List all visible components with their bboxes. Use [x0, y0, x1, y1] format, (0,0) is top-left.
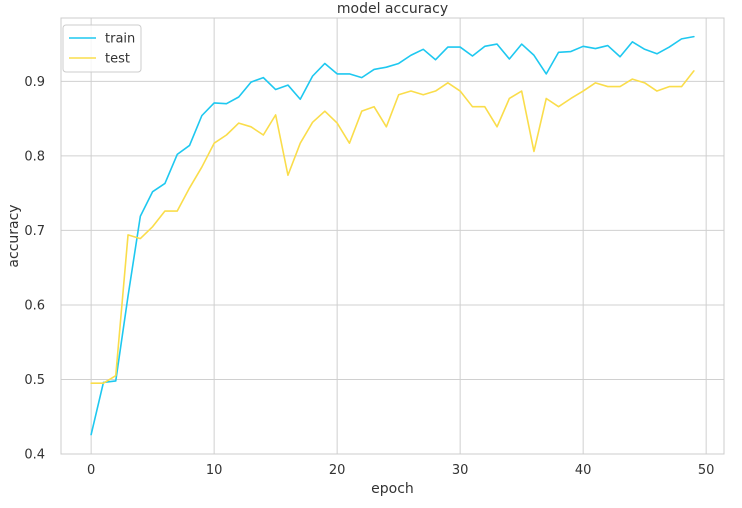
- chart-title: model accuracy: [337, 1, 448, 17]
- series-line-train: [90, 35, 695, 436]
- y-tick-label: 0.6: [24, 298, 45, 313]
- x-axis-label: epoch: [371, 481, 414, 497]
- plot-frame: [60, 17, 725, 455]
- x-tick-label: 40: [575, 463, 592, 478]
- legend-box: [62, 24, 142, 73]
- tick-labels: 0 10 20 30 40 50 0.4 0.5 0.6 0.7 0.8 0.9: [24, 75, 714, 478]
- x-tick-label: 30: [452, 463, 469, 478]
- y-tick-label: 0.8: [24, 149, 45, 164]
- legend-label-test: test: [105, 52, 130, 67]
- x-tick-label: 50: [698, 463, 715, 478]
- legend: train test: [62, 24, 142, 73]
- y-tick-label: 0.4: [24, 448, 45, 463]
- legend-label-train: train: [105, 32, 135, 47]
- plot-area: [61, 18, 724, 454]
- y-tick-label: 0.5: [24, 373, 45, 388]
- y-tick-label: 0.7: [24, 224, 45, 239]
- x-tick-label: 20: [329, 463, 346, 478]
- x-tick-label: 0: [87, 463, 95, 478]
- series-layer: [90, 35, 695, 436]
- x-tick-label: 10: [206, 463, 223, 478]
- y-axis-label: accuracy: [6, 204, 22, 267]
- series-line-test: [90, 70, 695, 385]
- y-tick-label: 0.9: [24, 75, 45, 90]
